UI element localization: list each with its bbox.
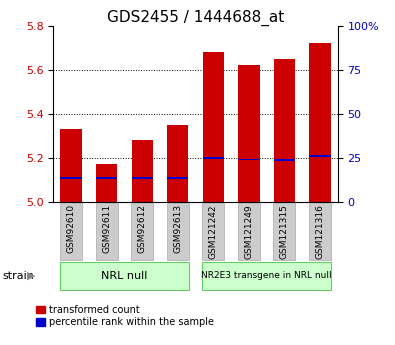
FancyBboxPatch shape [238, 203, 260, 260]
FancyBboxPatch shape [60, 262, 189, 290]
Bar [238, 66, 260, 202]
Bar [60, 129, 82, 202]
Text: strain: strain [2, 271, 34, 281]
FancyBboxPatch shape [309, 203, 331, 260]
Text: ▶: ▶ [27, 271, 36, 281]
Text: GSM92613: GSM92613 [173, 204, 182, 253]
Bar [238, 159, 260, 160]
Title: GDS2455 / 1444688_at: GDS2455 / 1444688_at [107, 10, 284, 26]
Bar [96, 177, 117, 179]
Bar [132, 177, 153, 179]
Legend: transformed count, percentile rank within the sample: transformed count, percentile rank withi… [36, 305, 214, 327]
FancyBboxPatch shape [131, 203, 153, 260]
Bar [203, 52, 224, 202]
Bar [309, 43, 331, 202]
Text: NR2E3 transgene in NRL null: NR2E3 transgene in NRL null [201, 272, 332, 280]
FancyBboxPatch shape [60, 203, 82, 260]
FancyBboxPatch shape [202, 203, 224, 260]
Text: GSM92611: GSM92611 [102, 204, 111, 253]
Bar [167, 177, 188, 178]
Bar [132, 140, 153, 202]
Bar [274, 159, 295, 161]
Text: GSM121316: GSM121316 [316, 204, 324, 259]
Text: GSM121315: GSM121315 [280, 204, 289, 259]
FancyBboxPatch shape [96, 203, 118, 260]
Text: GSM92612: GSM92612 [138, 204, 147, 253]
Bar [167, 125, 188, 202]
Text: GSM121242: GSM121242 [209, 204, 218, 259]
Bar [309, 155, 331, 157]
Bar [203, 157, 224, 159]
FancyBboxPatch shape [273, 203, 295, 260]
Bar [96, 165, 117, 202]
Bar [60, 177, 82, 179]
FancyBboxPatch shape [202, 262, 331, 290]
Text: NRL null: NRL null [101, 271, 148, 281]
Text: GSM121249: GSM121249 [245, 204, 253, 259]
FancyBboxPatch shape [167, 203, 189, 260]
Bar [274, 59, 295, 202]
Text: GSM92610: GSM92610 [67, 204, 75, 253]
